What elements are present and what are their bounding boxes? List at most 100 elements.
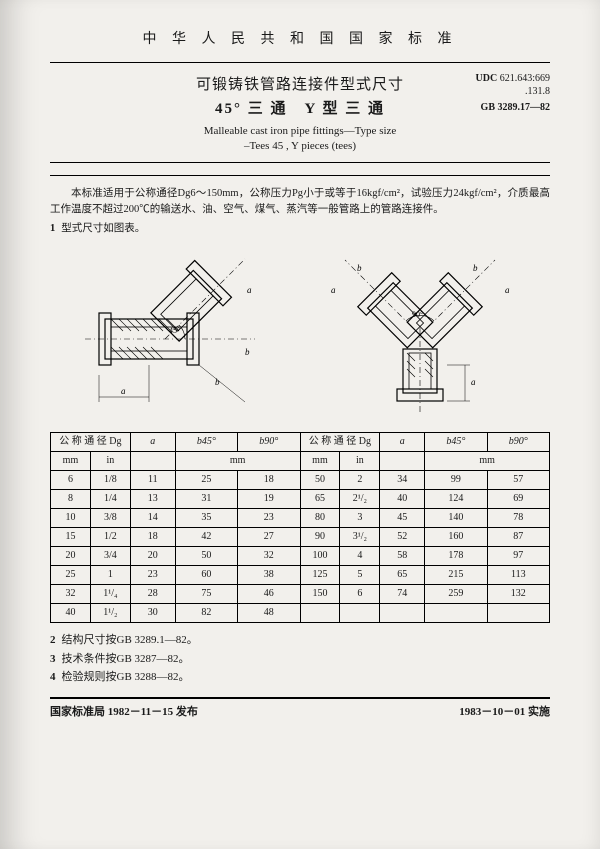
table-cell: 6 <box>51 471 91 490</box>
table-cell: 1¹/₂ <box>90 604 130 623</box>
head-row: 可锻铸铁管路连接件型式尺寸 45° 三 通 Y 型 三 通 Malleable … <box>50 73 550 154</box>
table-cell: 27 <box>238 528 300 547</box>
table-cell: 8 <box>51 490 91 509</box>
note-2: 2结构尺寸按GB 3289.1—82。 <box>50 631 550 650</box>
intro-paragraph: 本标准适用于公称通径Dg6～150mm，公称压力Pg小于或等于16kgf/cm²… <box>50 186 550 220</box>
note-3: 3 技术条件按GB 3287—82。 <box>50 650 550 669</box>
gb-code: GB 3289.17—82 <box>450 102 550 115</box>
svg-text:45°: 45° <box>169 326 180 335</box>
table-cell: 11 <box>130 471 175 490</box>
table-cell: 50 <box>300 471 340 490</box>
dimension-table: 公 称 通 径 Dg a b45° b90° 公 称 通 径 Dg a b45°… <box>50 432 550 623</box>
table-cell: 60 <box>175 566 237 585</box>
table-head-row2: mm in mm mm in mm <box>51 452 550 471</box>
title-block: 可锻铸铁管路连接件型式尺寸 45° 三 通 Y 型 三 通 Malleable … <box>150 73 450 154</box>
table-cell: 23 <box>130 566 175 585</box>
table-cell: 19 <box>238 490 300 509</box>
th-dg-right: 公 称 通 径 Dg <box>300 433 380 452</box>
table-row: 61/8112518502349957 <box>51 471 550 490</box>
notes: 2结构尺寸按GB 3289.1—82。 3 技术条件按GB 3287—82。 4检… <box>50 631 550 687</box>
table-cell: 90 <box>300 528 340 547</box>
table-cell: 1/8 <box>90 471 130 490</box>
table-cell: 18 <box>238 471 300 490</box>
table-cell: 178 <box>425 547 487 566</box>
table-cell: 3 <box>340 509 380 528</box>
table-cell: 1/4 <box>90 490 130 509</box>
note-3-num: 3 <box>50 653 56 665</box>
table-cell: 31 <box>175 490 237 509</box>
table-cell: 75 <box>175 585 237 604</box>
svg-text:a: a <box>247 285 252 295</box>
udc-row: UDC 621.643:669 .131.8 <box>450 73 550 98</box>
table-cell: 100 <box>300 547 340 566</box>
table-cell: 125 <box>300 566 340 585</box>
table-row: 321¹/₄287546150674259132 <box>51 585 550 604</box>
title-en-line2: –Tees 45 , Y pieces (tees) <box>150 139 450 154</box>
table-cell: 28 <box>130 585 175 604</box>
udc-code: 621.643:669 .131.8 <box>500 73 550 97</box>
table-cell: 18 <box>130 528 175 547</box>
nation-title: 中 华 人 民 共 和 国 国 家 标 准 <box>50 28 550 48</box>
title-cn-line2: 45° 三 通 Y 型 三 通 <box>150 97 450 118</box>
table-cell: 48 <box>238 604 300 623</box>
table-cell: 215 <box>425 566 487 585</box>
table-cell: 30 <box>130 604 175 623</box>
title-cn-line1: 可锻铸铁管路连接件型式尺寸 <box>150 73 450 97</box>
table-cell: 13 <box>130 490 175 509</box>
table-cell: 45 <box>380 509 425 528</box>
table-body: 61/811251850234995781/4133119652¹/₂40124… <box>51 471 550 623</box>
footer-right: 1983－10－01 实施 <box>459 703 550 719</box>
table-cell <box>380 604 425 623</box>
table-cell: 15 <box>51 528 91 547</box>
table-cell: 58 <box>380 547 425 566</box>
note-3-text: 技术条件按GB 3287—82。 <box>62 653 190 665</box>
title-frame: 可锻铸铁管路连接件型式尺寸 45° 三 通 Y 型 三 通 Malleable … <box>50 62 550 163</box>
th-in-r: in <box>340 452 380 471</box>
table-row: 203/420503210045817897 <box>51 547 550 566</box>
th-b45-left: b45° <box>175 433 237 452</box>
table-cell: 74 <box>380 585 425 604</box>
th-b45-right: b45° <box>425 433 487 452</box>
table-cell: 10 <box>51 509 91 528</box>
table-cell: 69 <box>487 490 549 509</box>
table-row: 401¹/₂308248 <box>51 604 550 623</box>
th-mm-r: mm <box>300 452 340 471</box>
title-en-line1: Malleable cast iron pipe fittings—Type s… <box>150 124 450 139</box>
fig-y-tee: 90° a b b a a <box>315 257 525 417</box>
footer-left: 国家标准局 1982－11－15 发布 <box>50 703 198 719</box>
table-cell: 35 <box>175 509 237 528</box>
table-cell: 38 <box>238 566 300 585</box>
svg-text:a: a <box>505 285 510 295</box>
table-cell: 4 <box>340 547 380 566</box>
table-row: 251236038125565215113 <box>51 566 550 585</box>
th-mm-l: mm <box>51 452 91 471</box>
table-cell: 259 <box>425 585 487 604</box>
section-1: 1型式尺寸如图表。 <box>50 221 550 238</box>
udc-block: UDC 621.643:669 .131.8 GB 3289.17—82 <box>450 73 550 115</box>
table-cell: 113 <box>487 566 549 585</box>
note-2-text: 结构尺寸按GB 3289.1—82。 <box>62 634 198 646</box>
table-cell: 65 <box>380 566 425 585</box>
table-cell: 50 <box>175 547 237 566</box>
th-mm-l2: mm <box>175 452 300 471</box>
th-a-left: a <box>130 433 175 452</box>
table-cell: 23 <box>238 509 300 528</box>
title-en: Malleable cast iron pipe fittings—Type s… <box>150 124 450 154</box>
table-row: 81/4133119652¹/₂4012469 <box>51 490 550 509</box>
svg-text:b: b <box>215 377 220 387</box>
table-cell: 80 <box>300 509 340 528</box>
table-cell <box>487 604 549 623</box>
table-cell: 20 <box>130 547 175 566</box>
table-cell: 32 <box>51 585 91 604</box>
svg-text:90°: 90° <box>412 310 423 319</box>
note-4: 4检验规则按GB 3288—82。 <box>50 668 550 687</box>
footer-rule <box>50 697 550 699</box>
table-cell: 57 <box>487 471 549 490</box>
table-cell: 97 <box>487 547 549 566</box>
th-mm-r2: mm <box>425 452 550 471</box>
table-cell: 1¹/₄ <box>90 585 130 604</box>
table-cell: 42 <box>175 528 237 547</box>
table-cell: 1 <box>90 566 130 585</box>
th-b90-right: b90° <box>487 433 549 452</box>
table-cell: 2 <box>340 471 380 490</box>
